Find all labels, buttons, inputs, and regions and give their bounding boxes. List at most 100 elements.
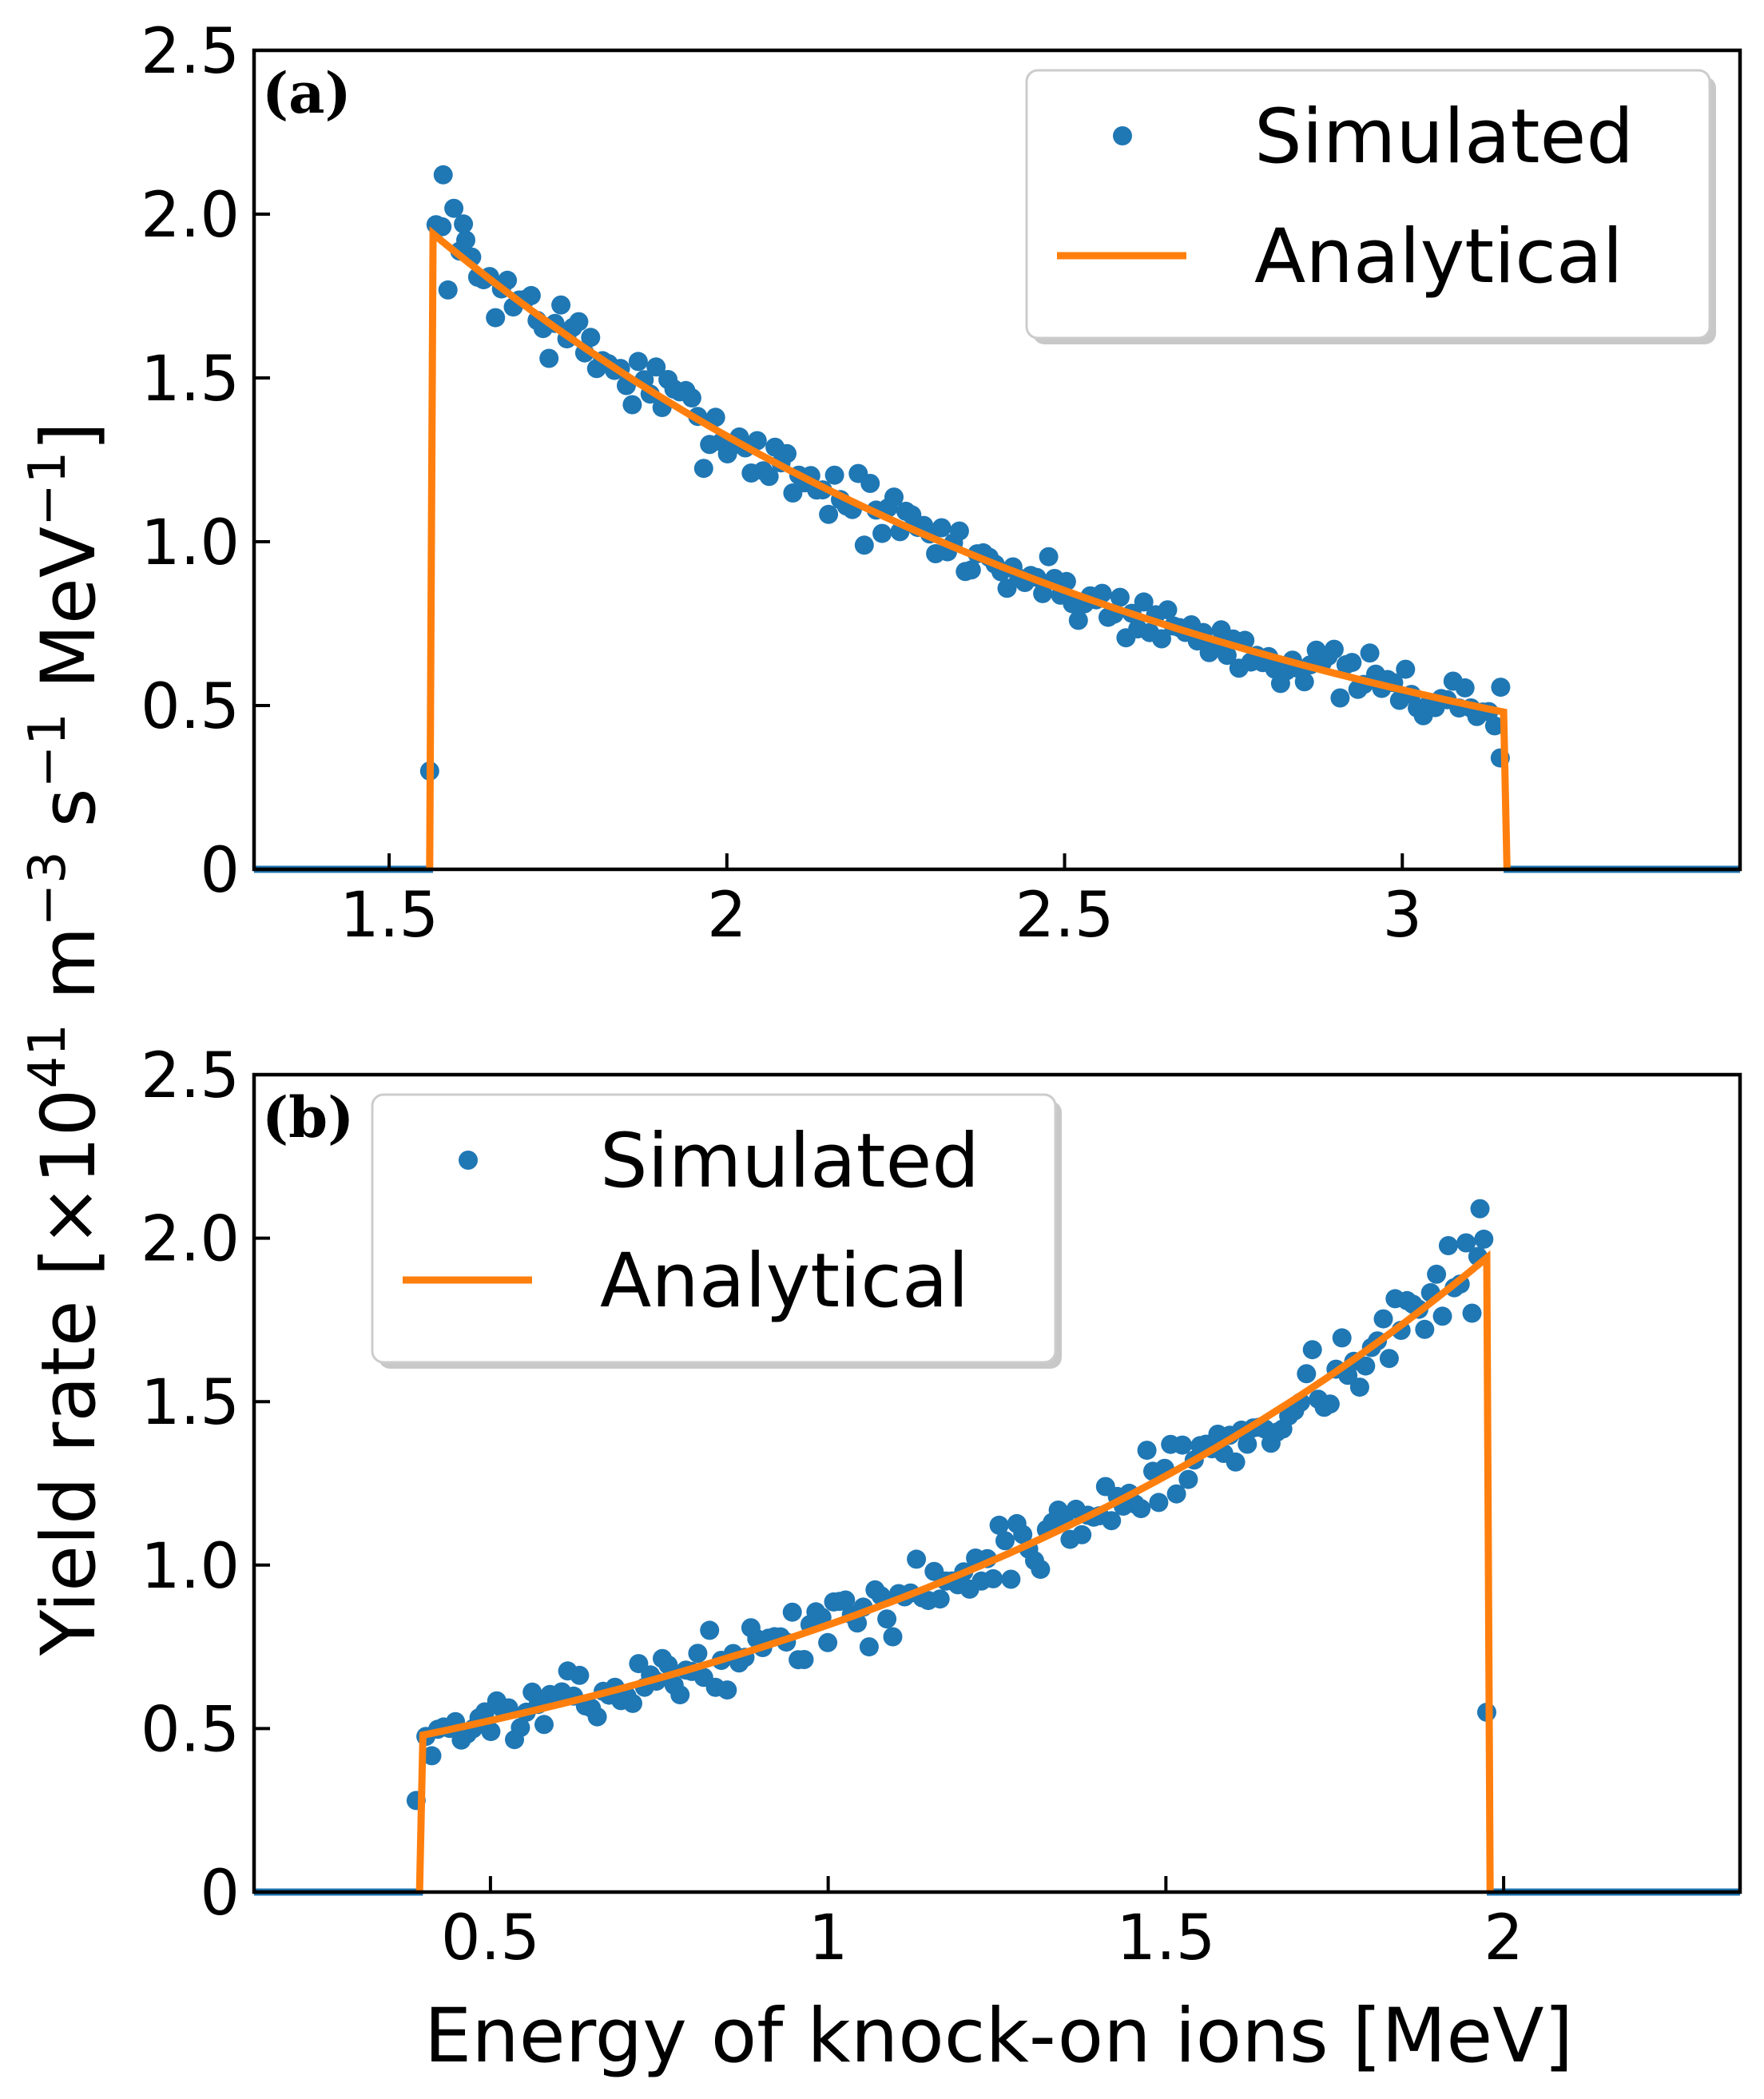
x-tick-label: 3 [1382, 880, 1422, 952]
simulated-point [1356, 1356, 1376, 1376]
x-tick-label: 1.5 [340, 880, 439, 952]
simulated-point [1332, 1328, 1352, 1348]
y-tick-label: 2.0 [141, 1204, 240, 1276]
simulated-point [961, 560, 981, 580]
simulated-point [1238, 1434, 1257, 1454]
simulated-point [587, 1707, 607, 1727]
simulated-point [1379, 1349, 1399, 1369]
simulated-point [1178, 1469, 1198, 1489]
simulated-point [1217, 646, 1237, 666]
simulated-point [1137, 1441, 1157, 1461]
y-tick-label: 2.5 [141, 16, 240, 88]
x-axis-title: Energy of knock-on ions [MeV] [424, 1993, 1573, 2080]
simulated-point [1092, 583, 1112, 603]
y-tick-label: 1.0 [141, 1531, 240, 1603]
y-tick-label: 0 [200, 835, 240, 907]
panel-b: 0.5 1 1.5 2 0 0.5 1.0 1.5 2.0 2.5 (b) Simulated Anal… [141, 1040, 1742, 1974]
simulated-point [705, 407, 725, 427]
legend-simulated-marker [459, 1151, 478, 1170]
simulated-point [444, 198, 464, 218]
simulated-point [454, 214, 474, 234]
simulated-point [717, 1680, 737, 1700]
legend-simulated-label: Simulated [600, 1118, 979, 1205]
simulated-point [1415, 1319, 1435, 1339]
simulated-point [1134, 592, 1154, 612]
simulated-point [824, 465, 844, 485]
simulated-point [539, 348, 559, 368]
simulated-point [623, 1693, 642, 1713]
simulated-point [456, 230, 475, 250]
x-tick-label: 1 [808, 1902, 848, 1974]
simulated-point [569, 312, 589, 332]
simulated-point [1474, 1229, 1494, 1249]
simulated-point [1491, 678, 1511, 698]
simulated-point [511, 1718, 530, 1738]
simulated-point [1302, 1340, 1322, 1360]
simulated-point [1152, 629, 1171, 649]
simulated-point [1013, 1525, 1033, 1544]
simulated-point [836, 1590, 856, 1610]
simulated-point [681, 388, 701, 407]
simulated-point [1373, 1309, 1393, 1329]
y-tick-label: 0.5 [141, 671, 240, 743]
legend-box [371, 1093, 1057, 1364]
axes-frame [252, 48, 1742, 872]
y-tick-label: 2.0 [141, 180, 240, 252]
simulated-point [1427, 1264, 1447, 1284]
legend-simulated-marker [1113, 126, 1132, 145]
simulated-point [433, 165, 453, 185]
simulated-point [693, 459, 713, 479]
simulated-point [747, 431, 767, 451]
simulated-point [481, 1722, 501, 1742]
simulated-point [629, 1654, 649, 1674]
legend-box [1025, 69, 1711, 340]
simulated-point [646, 357, 666, 377]
simulated-point [1001, 1569, 1021, 1589]
x-tick-label: 0.5 [441, 1902, 540, 1974]
simulated-point [1131, 1499, 1151, 1519]
simulated-point [860, 474, 880, 493]
simulated-point [872, 523, 892, 543]
simulated-point [1033, 583, 1053, 603]
simulated-point [1324, 639, 1344, 659]
simulated-point [1396, 659, 1416, 679]
simulated-point [759, 467, 779, 487]
simulated-point [1031, 1560, 1051, 1580]
simulated-point [989, 1515, 1009, 1535]
simulated-point [1349, 1377, 1369, 1397]
legend-analytical-label: Analytical [600, 1238, 969, 1325]
x-tick-label: 2.5 [1015, 880, 1114, 952]
simulated-point [777, 443, 797, 463]
panel-a: 1.5 2 2.5 3 0 0.5 1.0 1.5 2.0 2.5 (a) Simulated Anal… [141, 16, 1742, 952]
analytical-curve [415, 1250, 1494, 1893]
simulated-point [581, 328, 601, 348]
x-tick-label: 2 [1484, 1902, 1524, 1974]
simulated-point [995, 1531, 1015, 1551]
simulated-point [1072, 1525, 1092, 1544]
y-tick-label: 1.5 [141, 1367, 240, 1439]
simulated-point [859, 1637, 879, 1657]
y-tick-label: 0 [200, 1858, 240, 1930]
simulated-point [570, 1665, 590, 1685]
simulated-point [883, 1627, 903, 1647]
simulated-point [1110, 587, 1130, 607]
simulated-point [700, 1620, 720, 1640]
simulated-point [949, 521, 969, 541]
y-tick-label: 2.5 [141, 1040, 240, 1112]
simulated-point [688, 1644, 708, 1664]
simulated-point [521, 285, 541, 305]
simulated-point [1226, 1452, 1246, 1472]
legend-simulated-label: Simulated [1254, 93, 1634, 181]
simulated-point [486, 308, 506, 328]
y-tick-label: 1.5 [141, 344, 240, 415]
simulated-point [854, 535, 874, 555]
simulated-point [1158, 600, 1178, 620]
simulated-point [877, 1609, 897, 1629]
simulated-point [1432, 1306, 1452, 1326]
simulated-point [1462, 1303, 1482, 1323]
simulated-point [818, 1632, 838, 1652]
simulated-point [1456, 1233, 1476, 1253]
simulated-point [1342, 653, 1362, 673]
panel-label: (a) [262, 60, 352, 126]
simulated-point [819, 504, 839, 524]
